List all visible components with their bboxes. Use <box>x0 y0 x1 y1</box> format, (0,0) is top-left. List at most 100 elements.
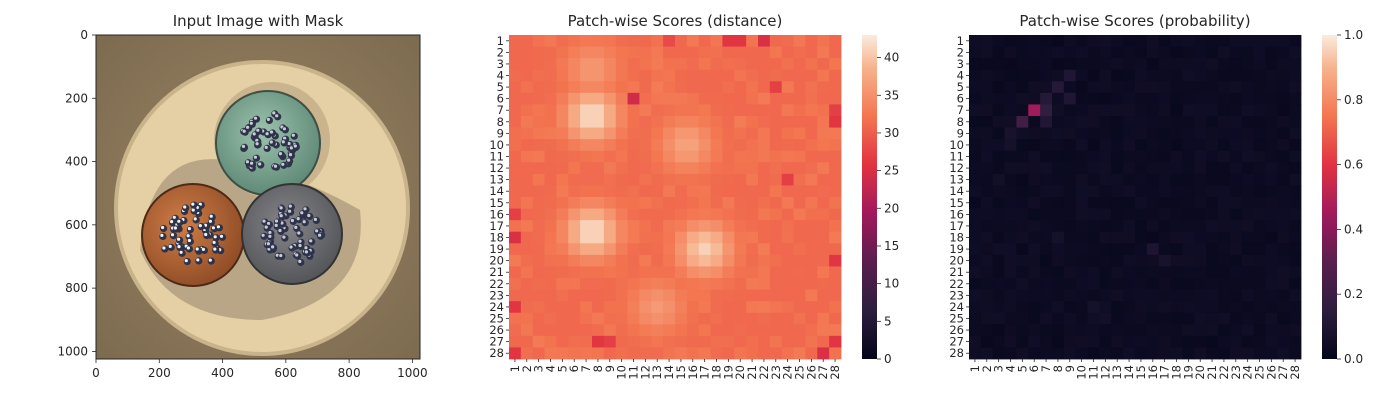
wire-highlight <box>211 226 215 230</box>
heatmap-cell <box>1063 150 1077 163</box>
heatmap-cell <box>817 231 830 244</box>
heatmap-cell <box>1158 58 1171 71</box>
heatmap-cell <box>580 335 593 348</box>
heatmap-cell <box>1063 46 1077 59</box>
heatmap-cell <box>532 347 545 360</box>
heatmap-cell <box>722 58 735 71</box>
heatmap-cell <box>1146 278 1160 290</box>
heatmap-cell <box>1265 35 1278 47</box>
heatmap-cell <box>1253 127 1266 140</box>
wire-highlight <box>191 208 195 212</box>
wire-highlight <box>209 214 213 218</box>
heatmap-cell <box>969 58 982 71</box>
heatmap-cell <box>544 301 557 314</box>
heatmap-cell <box>1135 69 1148 82</box>
heatmap-cell <box>1099 208 1112 221</box>
heatmap-cell <box>829 162 842 175</box>
heatmap-cell <box>1063 58 1077 71</box>
heatmap-cell <box>1206 116 1219 128</box>
heatmap-cell <box>758 243 771 256</box>
wire-highlight <box>177 237 181 241</box>
heatmap-cell <box>1135 289 1148 302</box>
heatmap-cell <box>627 301 640 314</box>
heatmap-cell <box>1028 220 1041 233</box>
heatmap-cell <box>1052 104 1065 117</box>
heatmap-cell <box>734 254 747 267</box>
heatmap-cell <box>992 266 1005 279</box>
heatmap-cell <box>1063 69 1077 82</box>
heatmap-cell <box>1158 231 1171 244</box>
heatmap-cell <box>627 35 640 47</box>
wire-highlight <box>273 164 278 168</box>
heatmap-cell <box>1253 46 1266 59</box>
x-tick-label: 28 <box>1288 365 1302 380</box>
x-tick-label: 20 <box>1193 365 1207 380</box>
heatmap-cell <box>1182 185 1195 198</box>
heatmap-cell <box>1016 58 1029 71</box>
heatmap-cell <box>675 208 688 221</box>
x-tick-label: 19 <box>721 365 735 380</box>
y-tick-label: 21 <box>949 265 964 279</box>
heatmap-cell <box>698 162 711 175</box>
x-tick-label: 17 <box>698 365 712 380</box>
heatmap-cell <box>734 58 747 71</box>
colorbar-tick-label: 15 <box>884 239 899 253</box>
heatmap-cell <box>509 104 522 117</box>
heatmap-cell <box>1265 69 1278 82</box>
heatmap-cell <box>1289 127 1302 140</box>
heatmap-cell <box>698 197 711 209</box>
heatmap-cell <box>580 289 593 302</box>
heatmap-cell <box>556 46 569 59</box>
heatmap-cell <box>710 220 723 233</box>
heatmap-cell <box>1241 220 1254 233</box>
heatmap-cell <box>980 335 994 348</box>
heatmap-cell <box>698 266 711 279</box>
heatmap-cell <box>1253 243 1266 256</box>
heatmap-cell <box>520 254 534 267</box>
heatmap-cell <box>651 150 664 163</box>
heatmap-cell <box>1111 35 1124 47</box>
heatmap-cell <box>509 289 522 302</box>
heatmap-cell <box>1063 208 1077 221</box>
heatmap-cell <box>1218 347 1231 360</box>
heatmap-cell <box>1206 243 1219 256</box>
heatmap-cell <box>769 58 783 71</box>
heatmap-cell <box>992 173 1005 186</box>
heatmap-cell <box>639 69 652 82</box>
heatmap-cell <box>1146 347 1160 360</box>
heatmap-cell <box>758 208 771 221</box>
wire-highlight <box>177 219 181 223</box>
wire-highlight <box>279 253 283 258</box>
wire-highlight <box>253 155 257 159</box>
heatmap-cell <box>651 312 664 325</box>
heatmap-cell <box>992 35 1005 47</box>
input-image-panel: Input Image with Mask 0 200 400 600 800 1000 … <box>57 12 427 380</box>
heatmap-cell <box>1182 231 1195 244</box>
heatmap-cell <box>1218 243 1231 256</box>
heatmap-cell <box>758 46 771 59</box>
heatmap-cell <box>532 278 545 290</box>
heatmap-cell <box>805 139 818 152</box>
heatmap-cell <box>1265 347 1278 360</box>
heatmap-cell <box>1075 254 1088 267</box>
heatmap-cell <box>1194 92 1207 105</box>
heatmap-cell <box>829 243 842 256</box>
heatmap-cell <box>829 324 842 337</box>
x-tick-label: 22 <box>1217 365 1231 380</box>
heatmap-cell <box>615 197 628 209</box>
heatmap-cell <box>980 220 994 233</box>
heatmap-cell <box>1028 139 1041 152</box>
heatmap-cell <box>1289 185 1302 198</box>
heatmap-cell <box>651 197 664 209</box>
heatmap-cell <box>1028 92 1041 105</box>
heatmap-cell <box>603 58 617 71</box>
x-tick-label: 20 <box>733 365 747 380</box>
x-tick-label: 5 <box>555 365 569 372</box>
heatmap-cell <box>1241 335 1254 348</box>
heatmap-cell <box>710 69 723 82</box>
x-tick-label: 400 <box>211 366 234 380</box>
heatmap-cell <box>1194 69 1207 82</box>
heatmap-cell <box>1146 104 1160 117</box>
heatmap-cell <box>568 162 581 175</box>
x-tick-label: 200 <box>148 366 171 380</box>
